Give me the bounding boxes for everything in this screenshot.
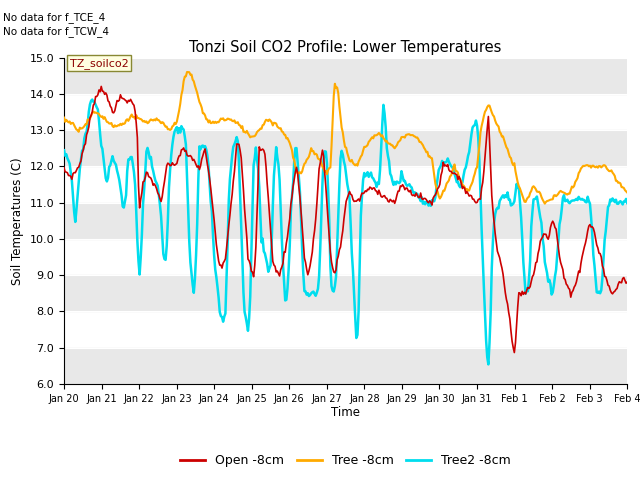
X-axis label: Time: Time <box>331 407 360 420</box>
Bar <box>64 203 627 239</box>
Text: No data for f_TCW_4: No data for f_TCW_4 <box>3 26 109 37</box>
Title: Tonzi Soil CO2 Profile: Lower Temperatures: Tonzi Soil CO2 Profile: Lower Temperatur… <box>189 40 502 55</box>
Bar <box>64 58 627 94</box>
Bar <box>64 275 627 312</box>
Text: TZ_soilco2: TZ_soilco2 <box>70 58 129 69</box>
Legend: Open -8cm, Tree -8cm, Tree2 -8cm: Open -8cm, Tree -8cm, Tree2 -8cm <box>175 449 516 472</box>
Bar <box>64 348 627 384</box>
Y-axis label: Soil Temperatures (C): Soil Temperatures (C) <box>11 157 24 285</box>
Text: No data for f_TCE_4: No data for f_TCE_4 <box>3 12 106 23</box>
Bar <box>64 130 627 167</box>
